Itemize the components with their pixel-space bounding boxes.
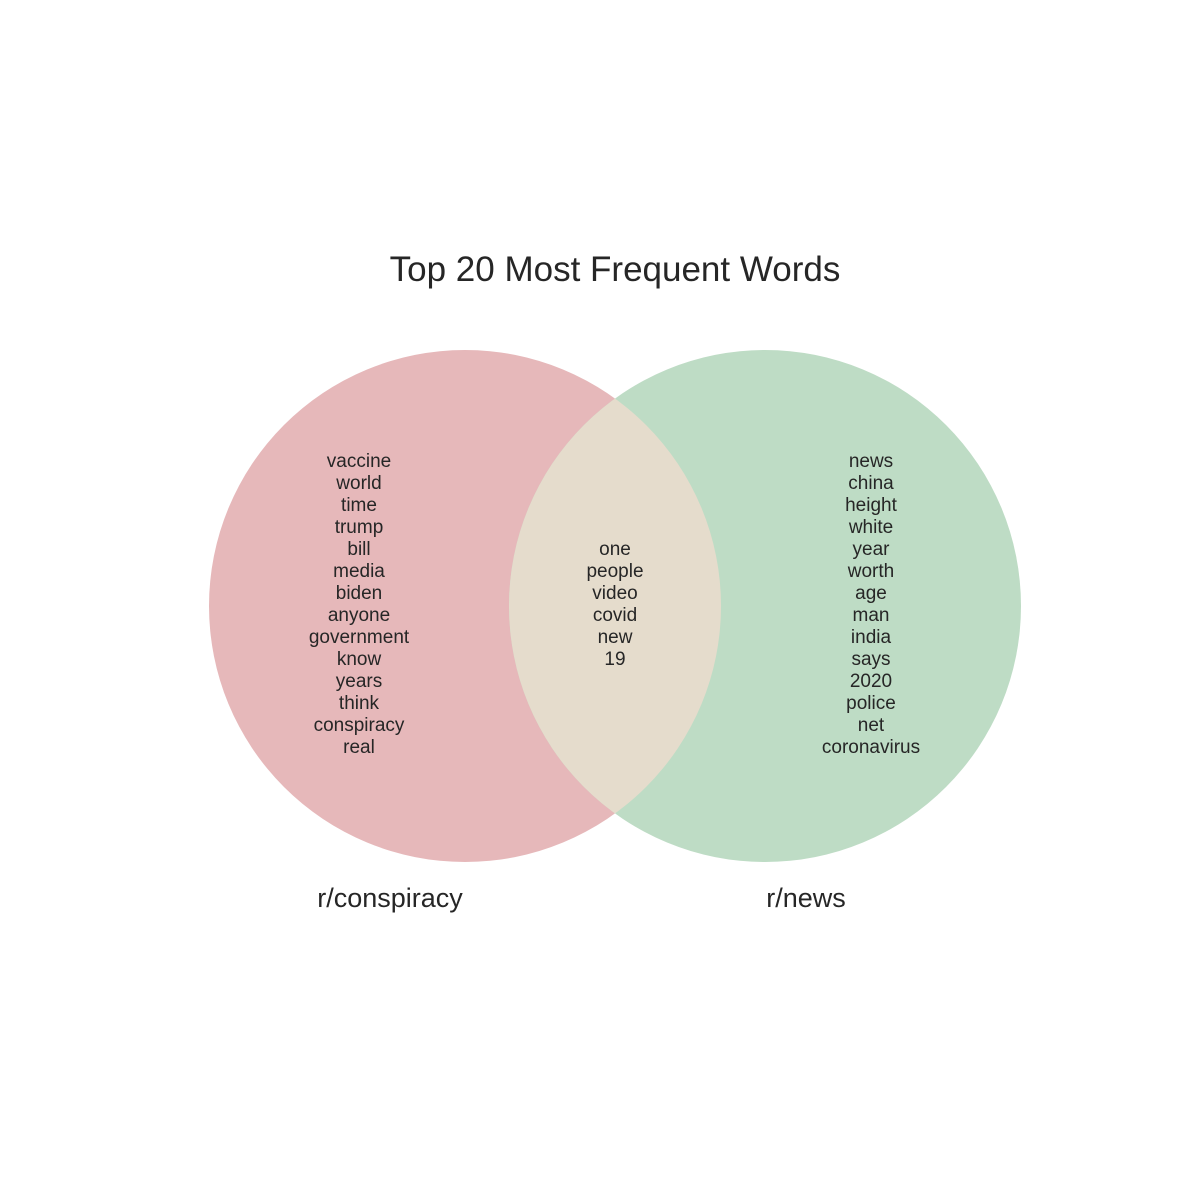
word-item: people bbox=[586, 561, 644, 582]
word-item: police bbox=[846, 693, 896, 714]
set-label-r-conspiracy: r/conspiracy bbox=[317, 883, 463, 913]
word-item: think bbox=[338, 693, 380, 714]
word-item: says bbox=[851, 649, 891, 670]
word-item: news bbox=[848, 451, 894, 472]
circle-overlap-region bbox=[509, 350, 721, 862]
set-label-r-news: r/news bbox=[766, 883, 846, 913]
word-item: real bbox=[343, 737, 375, 758]
word-item: man bbox=[852, 605, 890, 626]
word-item: bill bbox=[347, 539, 371, 560]
word-item: height bbox=[845, 495, 897, 516]
word-item: years bbox=[335, 671, 383, 692]
word-item: anyone bbox=[327, 605, 391, 626]
word-item: time bbox=[341, 495, 377, 516]
word-item: trump bbox=[334, 517, 384, 538]
word-item: conspiracy bbox=[313, 715, 405, 736]
word-item: government bbox=[308, 627, 410, 648]
word-item: net bbox=[857, 715, 885, 736]
word-item: 19 bbox=[604, 649, 626, 670]
word-item: know bbox=[336, 649, 382, 670]
word-item: vaccine bbox=[326, 451, 392, 472]
word-item: covid bbox=[592, 605, 638, 626]
word-item: video bbox=[592, 583, 638, 604]
word-item: media bbox=[333, 561, 385, 582]
diagram-title: Top 20 Most Frequent Words bbox=[389, 250, 841, 289]
word-item: coronavirus bbox=[821, 737, 921, 758]
word-item: world bbox=[336, 473, 382, 494]
word-item: one bbox=[599, 539, 631, 560]
word-item: year bbox=[852, 539, 890, 560]
word-item: 2020 bbox=[849, 671, 893, 692]
word-item: worth bbox=[847, 561, 895, 582]
word-item: age bbox=[855, 583, 887, 604]
shared-word-list: one people video covid new 19 bbox=[515, 539, 715, 671]
word-item: biden bbox=[335, 583, 383, 604]
word-item: white bbox=[848, 517, 894, 538]
left-only-word-list: vaccine world time trump bill media biden anyon… bbox=[259, 451, 459, 759]
right-only-word-list: news china height white year worth age man india… bbox=[771, 451, 971, 759]
word-item: india bbox=[850, 627, 892, 648]
word-item: china bbox=[848, 473, 894, 494]
word-item: new bbox=[597, 627, 633, 648]
